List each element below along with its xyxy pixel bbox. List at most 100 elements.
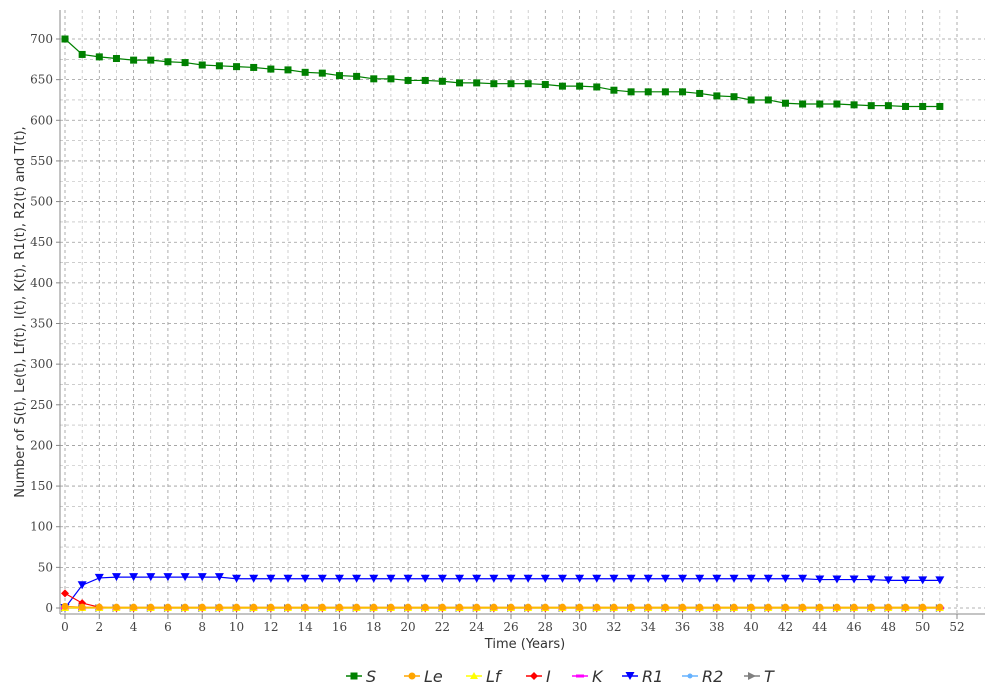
series-le — [61, 602, 944, 611]
point-s-17 — [353, 72, 361, 80]
point-s-33 — [627, 88, 635, 96]
legend-item-k: K — [572, 667, 604, 686]
point-s-45 — [833, 100, 841, 108]
x-tick-label-16: 16 — [332, 620, 347, 634]
point-s-5 — [147, 56, 155, 64]
point-r1-38 — [712, 574, 722, 583]
point-s-13 — [284, 66, 292, 74]
legend-item-r2: R2 — [682, 667, 723, 686]
point-s-34 — [644, 88, 652, 96]
point-s-16 — [335, 72, 343, 80]
point-s-42 — [781, 99, 789, 107]
point-s-24 — [473, 79, 481, 87]
point-r1-26 — [506, 574, 516, 583]
legend-marker-t — [748, 672, 756, 680]
point-r1-50 — [918, 576, 928, 585]
series-layer — [60, 35, 945, 612]
x-tick-label-6: 6 — [164, 620, 172, 634]
point-le-27 — [524, 603, 532, 611]
point-le-29 — [558, 603, 566, 611]
point-r1-42 — [780, 574, 790, 583]
legend-label-r2: R2 — [702, 667, 723, 686]
point-le-41 — [764, 603, 772, 611]
point-r1-24 — [472, 574, 482, 583]
x-tick-label-42: 42 — [778, 620, 793, 634]
point-le-17 — [353, 603, 361, 611]
x-tick-label-28: 28 — [538, 620, 553, 634]
point-s-49 — [902, 102, 910, 110]
point-le-23 — [456, 603, 464, 611]
point-r1-34 — [643, 574, 653, 583]
x-tick-label-12: 12 — [263, 620, 278, 634]
point-le-13 — [284, 603, 292, 611]
point-r1-1 — [77, 581, 87, 590]
point-r1-22 — [437, 574, 447, 583]
point-r1-49 — [901, 576, 911, 585]
series-line-s — [64, 38, 940, 108]
x-tick-label-0: 0 — [61, 620, 69, 634]
legend-label-k: K — [592, 667, 604, 686]
point-le-7 — [181, 603, 189, 611]
point-le-6 — [164, 603, 172, 611]
legend-item-i: I — [526, 667, 551, 686]
y-tick-label-400: 400 — [30, 276, 53, 290]
point-le-50 — [919, 603, 927, 611]
point-r1-7 — [180, 573, 190, 582]
y-tick-label-0: 0 — [45, 601, 53, 615]
point-r1-39 — [729, 574, 739, 583]
point-le-24 — [473, 603, 481, 611]
point-le-40 — [747, 603, 755, 611]
point-le-14 — [301, 603, 309, 611]
x-tick-label-4: 4 — [130, 620, 138, 634]
x-tick-label-34: 34 — [641, 620, 657, 634]
point-s-19 — [387, 75, 395, 83]
point-s-44 — [816, 100, 824, 108]
point-le-2 — [95, 603, 103, 611]
point-s-46 — [850, 101, 858, 109]
point-r1-13 — [283, 574, 293, 583]
point-le-45 — [833, 603, 841, 611]
y-tick-label-200: 200 — [30, 438, 53, 452]
point-s-48 — [884, 102, 892, 110]
point-r1-12 — [266, 574, 276, 583]
point-le-34 — [644, 603, 652, 611]
point-s-10 — [233, 63, 241, 71]
point-le-25 — [490, 603, 498, 611]
y-tick-label-150: 150 — [30, 479, 53, 493]
point-le-26 — [507, 603, 515, 611]
point-le-44 — [816, 603, 824, 611]
x-tick-label-18: 18 — [366, 620, 381, 634]
point-le-15 — [318, 603, 326, 611]
y-tick-label-350: 350 — [30, 317, 53, 331]
point-le-51 — [936, 603, 944, 611]
point-s-28 — [541, 81, 549, 89]
point-le-31 — [593, 603, 601, 611]
point-le-10 — [233, 603, 241, 611]
y-axis-ticks: 0 50 100 150 200 250 300 350 400 450 500 550 600 650 7… — [30, 32, 60, 615]
x-tick-label-10: 10 — [229, 620, 244, 634]
point-s-23 — [456, 79, 464, 87]
point-r1-51 — [935, 576, 945, 585]
point-r1-18 — [369, 574, 379, 583]
point-r1-44 — [815, 575, 825, 584]
grid — [60, 10, 985, 614]
point-le-0 — [61, 602, 69, 610]
point-le-36 — [679, 603, 687, 611]
point-le-38 — [713, 603, 721, 611]
point-r1-4 — [129, 573, 139, 582]
point-r1-23 — [455, 574, 465, 583]
point-r1-17 — [352, 574, 362, 583]
point-s-9 — [215, 62, 223, 70]
point-s-0 — [61, 35, 69, 43]
point-r1-29 — [557, 574, 567, 583]
point-s-31 — [593, 83, 601, 91]
point-s-30 — [576, 82, 584, 90]
series-r1 — [60, 573, 945, 612]
point-le-11 — [250, 603, 258, 611]
legend-marker-s — [350, 672, 358, 680]
x-tick-label-36: 36 — [675, 620, 690, 634]
point-r1-9 — [214, 573, 224, 582]
x-tick-label-52: 52 — [949, 620, 964, 634]
y-tick-label-650: 650 — [30, 73, 53, 87]
